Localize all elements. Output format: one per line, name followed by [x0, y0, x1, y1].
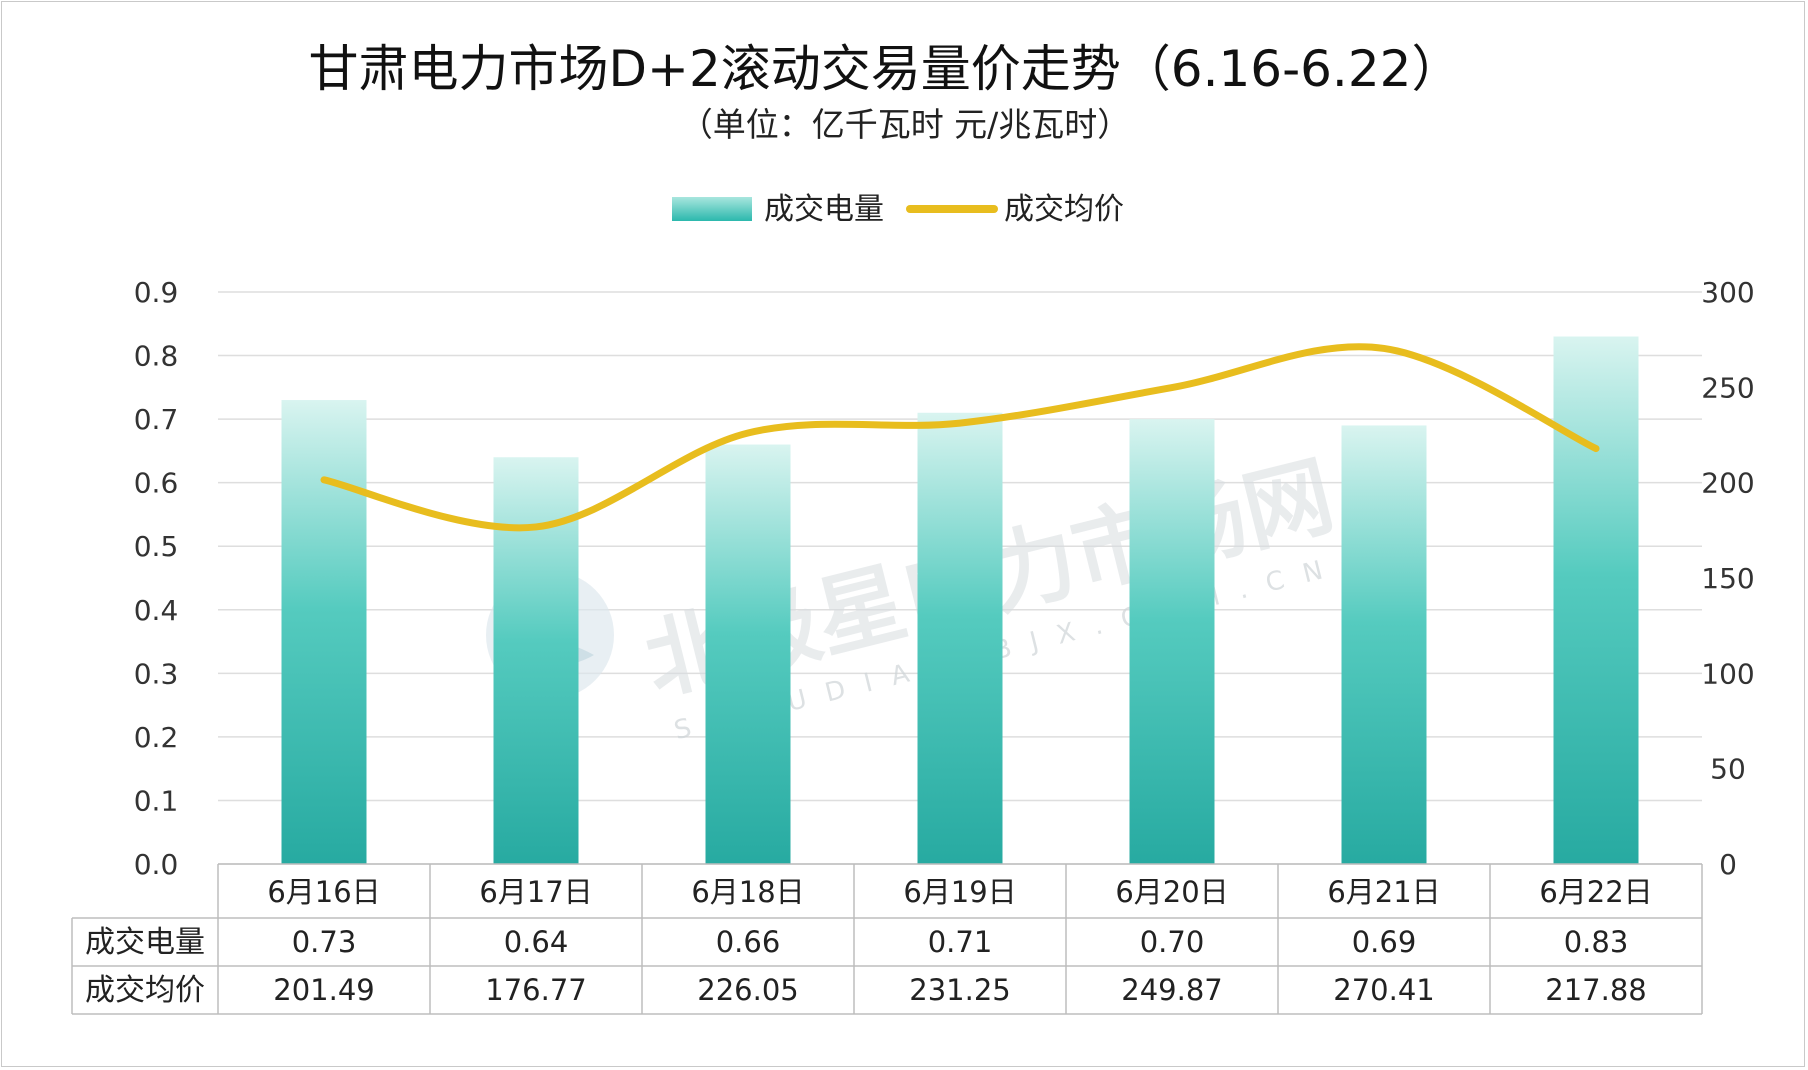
x-tick-label: 6月22日: [1539, 875, 1652, 909]
y-left-tick-label: 0.2: [134, 721, 179, 754]
table-cell: 0.66: [716, 925, 781, 959]
x-tick-label: 6月20日: [1115, 875, 1228, 909]
y-left-tick-label: 0.5: [134, 530, 179, 563]
table-cell: 176.77: [485, 973, 586, 1007]
table-cell: 217.88: [1545, 973, 1646, 1007]
table-cell: 0.70: [1140, 925, 1205, 959]
chart-subtitle: （单位：亿千瓦时 元/兆瓦时）: [680, 105, 1131, 144]
x-tick-label: 6月18日: [691, 875, 804, 909]
bar: [705, 444, 791, 864]
table-cell: 231.25: [909, 973, 1010, 1007]
line-point: [747, 432, 749, 434]
table-cell: 0.71: [928, 925, 993, 959]
watermark: ✦ 北极星电力市场网 SHOUDIAN.BJX.COM.CN: [486, 443, 1345, 746]
table-cell: 226.05: [697, 973, 798, 1007]
table-row-header: 成交电量: [85, 925, 205, 960]
bar: [1129, 419, 1215, 864]
y-right-tick-label: 50: [1710, 753, 1746, 786]
table-row-header: 成交均价: [85, 973, 205, 1008]
table-cell: 249.87: [1121, 973, 1222, 1007]
y-right-tick-label: 100: [1701, 657, 1754, 690]
y-right-tick-label: 250: [1701, 371, 1754, 404]
x-tick-label: 6月21日: [1327, 875, 1440, 909]
line-point: [535, 526, 537, 528]
legend-label-bar: 成交电量: [764, 192, 884, 227]
y-axis-left: 0.0 0.1 0.2 0.3 0.4 0.5 0.6 0.7 0.8 0.9: [134, 276, 179, 881]
table-cell: 0.64: [504, 925, 569, 959]
line-point: [1595, 448, 1597, 450]
bar-series: [281, 336, 1639, 864]
table-cell: 0.83: [1564, 925, 1629, 959]
legend: 成交电量 成交均价: [672, 192, 1124, 227]
x-tick-label: 6月19日: [903, 875, 1016, 909]
y-left-tick-label: 0.1: [134, 784, 179, 817]
y-right-tick-label: 200: [1701, 467, 1754, 500]
y-left-tick-label: 0.0: [134, 848, 179, 881]
line-point: [959, 422, 961, 424]
y-left-tick-label: 0.7: [134, 403, 179, 436]
y-right-tick-label: 0: [1719, 848, 1737, 881]
bar: [1553, 336, 1639, 864]
legend-label-line: 成交均价: [1004, 192, 1124, 227]
line-point: [1171, 387, 1173, 389]
y-axis-right: 0 50 100 150 200 250 300: [1701, 276, 1754, 881]
table-cell: 201.49: [273, 973, 374, 1007]
y-left-tick-label: 0.6: [134, 467, 179, 500]
chart-title: 甘肃电力市场D+2滚动交易量价走势（6.16-6.22）: [309, 40, 1462, 98]
legend-swatch-bar: [672, 197, 752, 221]
y-right-tick-label: 150: [1701, 562, 1754, 595]
x-tick-label: 6月16日: [267, 875, 380, 909]
y-left-tick-label: 0.3: [134, 657, 179, 690]
bar: [917, 412, 1003, 864]
line-point: [323, 479, 325, 481]
table-cell: 0.73: [292, 925, 357, 959]
table-cell: 0.69: [1352, 925, 1417, 959]
bar: [281, 400, 367, 864]
line-series: [320, 343, 1600, 532]
y-left-tick-label: 0.8: [134, 340, 179, 373]
y-right-tick-label: 300: [1701, 276, 1754, 309]
line-point: [1383, 347, 1385, 349]
y-left-tick-label: 0.4: [134, 594, 179, 627]
y-left-tick-label: 0.9: [134, 276, 179, 309]
bar: [1341, 425, 1427, 864]
table-cell: 270.41: [1333, 973, 1434, 1007]
x-tick-label: 6月17日: [479, 875, 592, 909]
